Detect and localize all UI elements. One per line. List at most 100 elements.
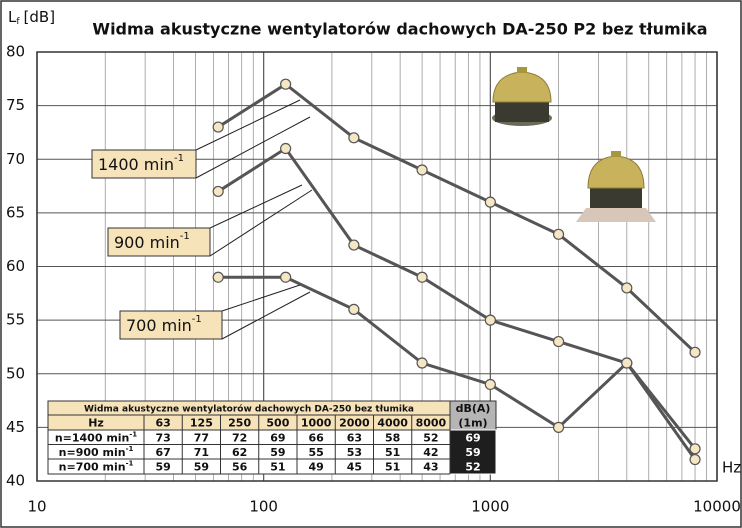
data-point xyxy=(212,271,224,283)
row-label: n=900 min xyxy=(59,446,126,459)
data-point xyxy=(280,142,292,155)
table-value: 77 xyxy=(194,431,209,444)
table-value: 67 xyxy=(155,446,170,459)
table-dba: 69 xyxy=(465,431,480,444)
table-value: 59 xyxy=(270,446,285,459)
leader-line xyxy=(221,291,311,340)
row-label-sup: -1 xyxy=(129,430,137,438)
table-value: 53 xyxy=(347,446,362,459)
y-tick-label: 45 xyxy=(6,418,25,436)
row-label-sup: -1 xyxy=(126,445,134,453)
data-point xyxy=(689,346,701,358)
series-line xyxy=(217,146,697,461)
table-row-label: n=900 min-1 xyxy=(59,445,134,459)
y-label-main: L xyxy=(8,8,17,26)
table-freq: 250 xyxy=(228,417,251,430)
table-row-label: n=1400 min-1 xyxy=(55,430,137,444)
table-value: 66 xyxy=(308,431,324,444)
leader-line xyxy=(195,116,311,179)
data-point xyxy=(212,185,224,198)
y-tick-label: 55 xyxy=(6,311,25,329)
table-dba: 52 xyxy=(465,461,480,474)
data-point xyxy=(621,357,633,369)
table-value: 43 xyxy=(423,461,438,474)
series-line xyxy=(217,82,697,354)
dba-subheader: (1m) xyxy=(458,417,487,430)
table-value: 42 xyxy=(423,446,438,459)
table-freq: 63 xyxy=(155,417,170,430)
legend-box xyxy=(91,149,197,179)
table-body xyxy=(47,429,451,475)
data-point xyxy=(280,271,292,283)
table-value: 69 xyxy=(270,431,285,444)
dba-header-bg xyxy=(449,400,497,431)
data-point xyxy=(484,196,496,208)
table-value: 55 xyxy=(308,446,323,459)
dba-body-bg xyxy=(449,429,497,475)
legend-sup: -1 xyxy=(180,231,190,242)
table-freq: 4000 xyxy=(377,417,408,430)
data-point xyxy=(621,282,633,294)
y-tick-label: 60 xyxy=(6,257,25,275)
data-point xyxy=(416,164,428,176)
data-point xyxy=(280,78,292,90)
table-freq: 500 xyxy=(266,417,289,430)
data-point xyxy=(689,453,701,466)
data-point xyxy=(552,335,565,348)
y-tick-label: 40 xyxy=(6,472,25,490)
table-value: 49 xyxy=(308,461,323,474)
table-value: 51 xyxy=(270,461,285,474)
row-label: n=1400 min xyxy=(55,431,130,444)
fan-image xyxy=(576,151,656,222)
data-point xyxy=(348,239,360,251)
legend-sup: -1 xyxy=(174,153,184,164)
table-row-label: n=700 min-1 xyxy=(59,460,134,474)
y-tick-label: 75 xyxy=(6,96,25,114)
table-freq: 8000 xyxy=(416,417,447,430)
legend-box xyxy=(119,310,223,340)
table-value: 45 xyxy=(347,461,362,474)
dba-header: dB(A) xyxy=(456,402,491,415)
legend-name: 900 min xyxy=(114,233,180,252)
series-line xyxy=(218,275,697,450)
table-freq: 2000 xyxy=(339,417,370,430)
y-unit: [dB] xyxy=(24,8,56,26)
data-point xyxy=(416,271,428,283)
data-point xyxy=(689,443,701,455)
table-value: 72 xyxy=(232,431,247,444)
table-value: 62 xyxy=(232,446,247,459)
leader-line xyxy=(209,189,313,257)
data-point xyxy=(484,378,496,391)
data-point xyxy=(552,228,565,240)
legend-box xyxy=(107,227,211,257)
table-freq: 125 xyxy=(190,417,213,430)
data-point xyxy=(212,121,224,133)
x-tick-label: 100 xyxy=(249,498,278,516)
leader-line xyxy=(195,99,301,151)
row-label-sup: -1 xyxy=(126,460,134,468)
y-tick-label: 65 xyxy=(6,203,25,221)
table-value: 71 xyxy=(194,446,209,459)
legend-name: 700 min xyxy=(126,316,192,335)
table-title: Widma akustyczne wentylatorów dachowych … xyxy=(84,404,414,415)
table-header: Hz xyxy=(88,417,104,430)
y-axis-label: Lf [dB] xyxy=(8,8,55,27)
legend-sup: -1 xyxy=(192,314,202,325)
plot-area xyxy=(36,51,718,482)
chart-title: Widma akustyczne wentylatorów dachowych … xyxy=(92,20,707,39)
table-value: 51 xyxy=(385,461,400,474)
table-value: 58 xyxy=(385,431,400,444)
table: Widma akustyczne wentylatorów dachowych … xyxy=(47,400,497,475)
fan-image xyxy=(492,67,552,126)
row-label: n=700 min xyxy=(59,461,126,474)
table-dba: 59 xyxy=(465,446,480,459)
legend-label: 900 min-1 xyxy=(114,231,190,252)
y-tick-label: 70 xyxy=(6,150,25,168)
x-tick-label: 1000 xyxy=(471,498,509,516)
table-value: 51 xyxy=(385,446,400,459)
table-value: 56 xyxy=(232,461,248,474)
data-point xyxy=(348,132,360,144)
data-point xyxy=(552,421,565,433)
data-point xyxy=(348,303,360,315)
table-value: 59 xyxy=(155,461,170,474)
